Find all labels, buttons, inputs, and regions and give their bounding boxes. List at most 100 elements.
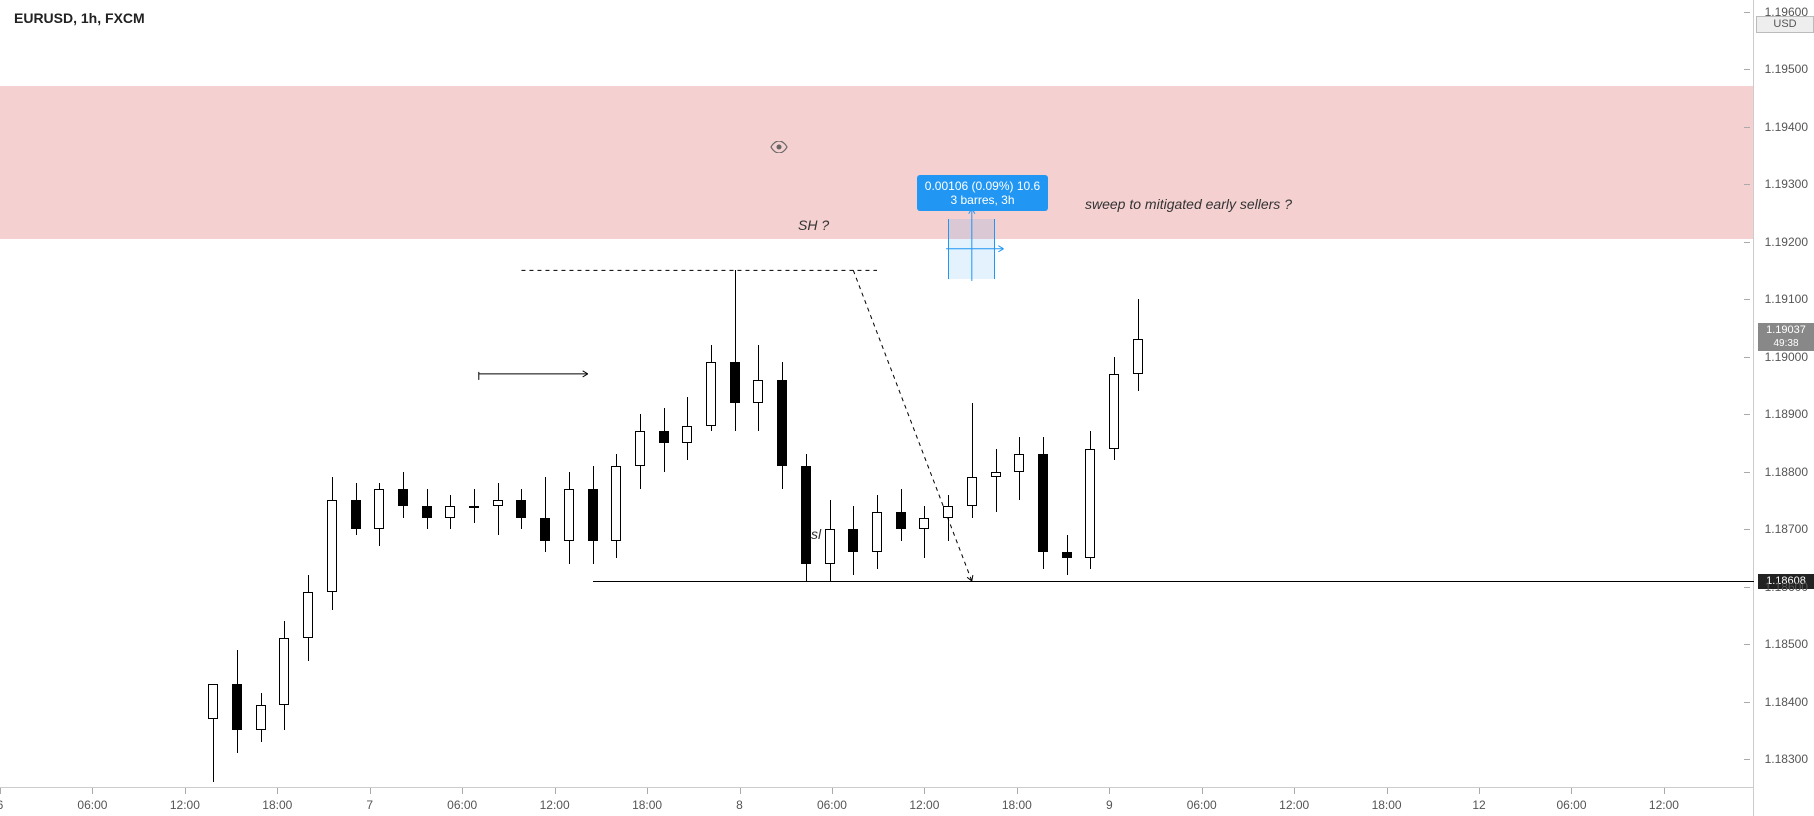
- y-tick: [1744, 587, 1750, 588]
- candle-body[interactable]: [398, 489, 408, 506]
- x-label: 12:00: [170, 798, 200, 812]
- y-tick: [1744, 127, 1750, 128]
- candle-wick: [498, 483, 499, 535]
- y-label: 1.18900: [1765, 407, 1808, 421]
- candle-body[interactable]: [659, 431, 669, 443]
- y-tick: [1744, 702, 1750, 703]
- candle-body[interactable]: [825, 529, 835, 564]
- eye-icon: [770, 140, 788, 158]
- x-tick: [1202, 788, 1203, 794]
- x-tick: [370, 788, 371, 794]
- y-tick: [1744, 12, 1750, 13]
- x-tick: [1387, 788, 1388, 794]
- candle-body[interactable]: [469, 506, 479, 508]
- candle-body[interactable]: [422, 506, 432, 518]
- y-label: 1.18500: [1765, 637, 1808, 651]
- candle-body[interactable]: [374, 489, 384, 529]
- candle-body[interactable]: [1062, 552, 1072, 558]
- x-tick: [0, 788, 1, 794]
- y-label: 1.19500: [1765, 62, 1808, 76]
- candle-body[interactable]: [801, 466, 811, 564]
- x-tick: [1571, 788, 1572, 794]
- candle-body[interactable]: [564, 489, 574, 541]
- x-label: 12:00: [1279, 798, 1309, 812]
- y-tick: [1744, 184, 1750, 185]
- candle-body[interactable]: [611, 466, 621, 541]
- tooltip-line1: 0.00106 (0.09%) 10.6: [925, 179, 1040, 193]
- candle-body[interactable]: [848, 529, 858, 552]
- candle-wick: [545, 477, 546, 552]
- x-tick: [924, 788, 925, 794]
- candle-body[interactable]: [1085, 449, 1095, 558]
- x-tick: [1294, 788, 1295, 794]
- candle-body[interactable]: [351, 500, 361, 529]
- y-label: 1.19000: [1765, 350, 1808, 364]
- y-label: 1.19400: [1765, 120, 1808, 134]
- x-label: 12: [1472, 798, 1485, 812]
- x-label: 06:00: [447, 798, 477, 812]
- x-axis: [0, 787, 1754, 788]
- candle-body[interactable]: [967, 477, 977, 506]
- candle-body[interactable]: [1109, 374, 1119, 449]
- y-label: 1.18700: [1765, 522, 1808, 536]
- x-label: 06:00: [1556, 798, 1586, 812]
- y-label: 1.18800: [1765, 465, 1808, 479]
- y-label: 1.18400: [1765, 695, 1808, 709]
- y-label: 1.19600: [1765, 5, 1808, 19]
- supply-zone: [0, 86, 1754, 238]
- tooltip-line2: 3 barres, 3h: [925, 193, 1040, 207]
- candle-wick: [948, 495, 949, 541]
- measure-tooltip: 0.00106 (0.09%) 10.6 3 barres, 3h: [917, 175, 1048, 211]
- candle-body[interactable]: [943, 506, 953, 518]
- candle-body[interactable]: [706, 362, 716, 425]
- y-tick: [1744, 759, 1750, 760]
- countdown: 49:38: [1758, 338, 1814, 350]
- x-label: 06:00: [1187, 798, 1217, 812]
- candle-body[interactable]: [1038, 454, 1048, 552]
- x-label: 12:00: [540, 798, 570, 812]
- candle-body[interactable]: [919, 518, 929, 530]
- candle-body[interactable]: [991, 472, 1001, 478]
- y-tick: [1744, 242, 1750, 243]
- y-tick: [1744, 299, 1750, 300]
- candle-body[interactable]: [327, 500, 337, 592]
- x-tick: [185, 788, 186, 794]
- annotation-sh: SH ?: [798, 217, 829, 233]
- candle-body[interactable]: [493, 500, 503, 506]
- x-tick: [740, 788, 741, 794]
- candle-body[interactable]: [208, 684, 218, 719]
- x-label: 8: [736, 798, 743, 812]
- candle-body[interactable]: [588, 489, 598, 541]
- x-label: 18:00: [1372, 798, 1402, 812]
- candle-body[interactable]: [232, 684, 242, 730]
- x-label: 12:00: [909, 798, 939, 812]
- annotation-sweep: sweep to mitigated early sellers ?: [1085, 196, 1292, 212]
- candle-body[interactable]: [1133, 339, 1143, 374]
- candle-body[interactable]: [279, 638, 289, 704]
- candle-body[interactable]: [540, 518, 550, 541]
- candle-body[interactable]: [753, 380, 763, 403]
- candle-body[interactable]: [872, 512, 882, 552]
- chart-title: EURUSD, 1h, FXCM: [14, 10, 145, 26]
- x-label: 18:00: [1002, 798, 1032, 812]
- candle-body[interactable]: [730, 362, 740, 402]
- candle-wick: [924, 506, 925, 558]
- candle-body[interactable]: [1014, 454, 1024, 471]
- candle-wick: [996, 449, 997, 512]
- candle-wick: [735, 270, 736, 431]
- candle-body[interactable]: [682, 426, 692, 443]
- x-tick: [832, 788, 833, 794]
- y-label: 1.19300: [1765, 177, 1808, 191]
- y-tick: [1744, 644, 1750, 645]
- candle-body[interactable]: [445, 506, 455, 518]
- candle-body[interactable]: [516, 500, 526, 517]
- current-price-value: 1.19037: [1758, 324, 1814, 337]
- candle-body[interactable]: [896, 512, 906, 529]
- candle-body[interactable]: [256, 705, 266, 731]
- candle-body[interactable]: [303, 592, 313, 638]
- x-tick: [1479, 788, 1480, 794]
- candle-body[interactable]: [777, 380, 787, 466]
- candle-body[interactable]: [635, 431, 645, 466]
- x-tick: [1017, 788, 1018, 794]
- x-tick: [555, 788, 556, 794]
